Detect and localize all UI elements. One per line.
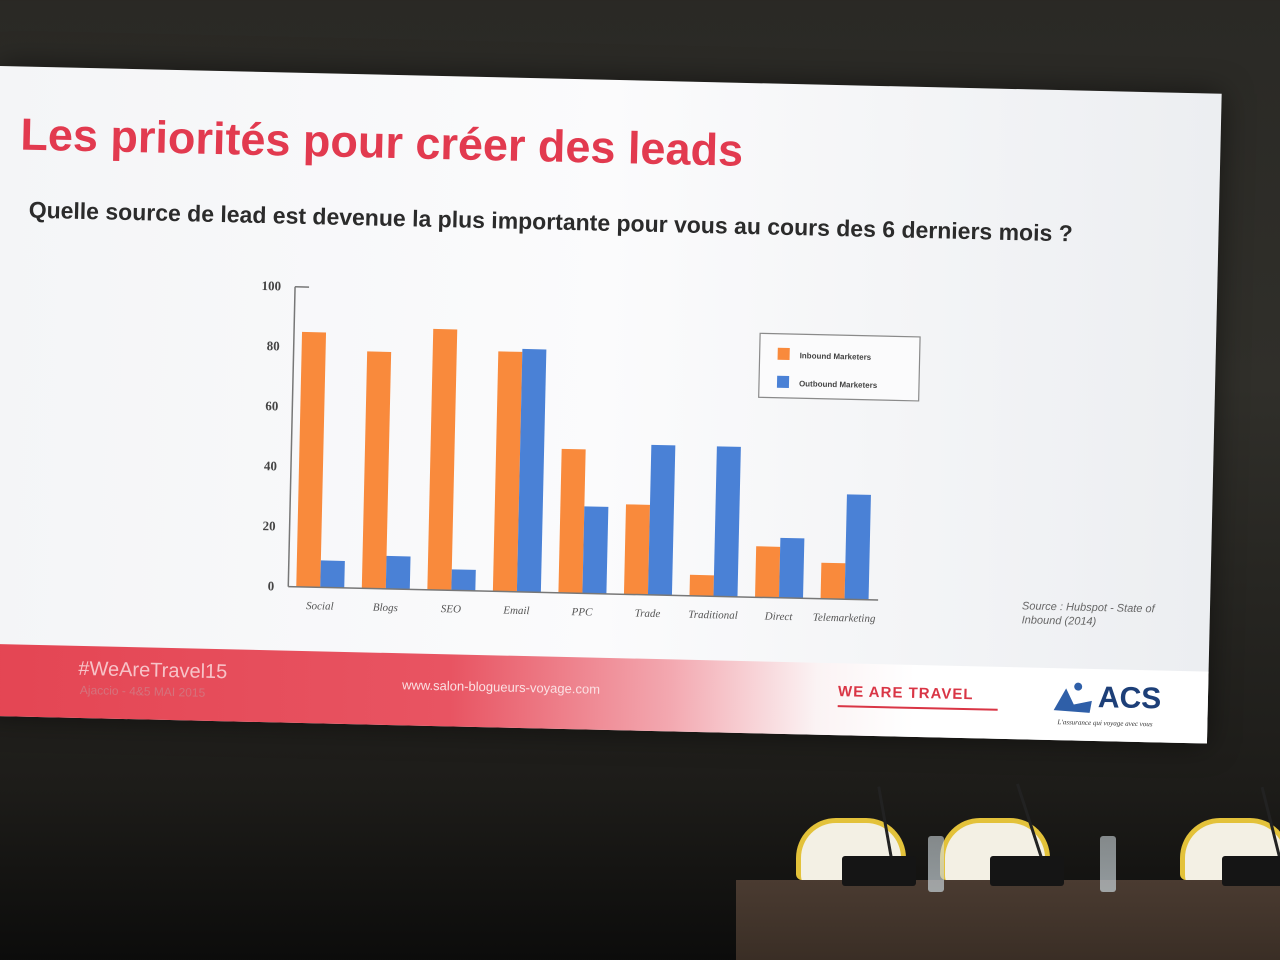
inbound-bar: [820, 562, 846, 600]
outbound-bar: [713, 446, 741, 597]
microphone-base: [842, 856, 916, 886]
outbound-bar: [779, 537, 805, 599]
inbound-bar: [755, 546, 781, 598]
inbound-bar: [427, 328, 458, 591]
acs-tagline: L'assurance qui voyage avec vous: [1057, 718, 1153, 729]
logo-underline-arrow: [837, 705, 998, 711]
inbound-bar: [558, 448, 586, 594]
slide-title: Les priorités pour créer des leads: [19, 108, 744, 176]
x-tick-label: Trade: [635, 608, 661, 621]
event-url: www.salon-blogueurs-voyage.com: [401, 677, 601, 697]
outbound-bar: [647, 444, 676, 596]
y-tick-label: 40: [264, 458, 277, 473]
x-tick-label: Telemarketing: [813, 612, 876, 625]
outbound-bar: [385, 555, 411, 590]
outbound-bar: [320, 560, 345, 588]
microphone-base: [990, 856, 1064, 886]
y-axis-line: [287, 286, 296, 587]
inbound-bar: [492, 351, 523, 592]
legend-label: Inbound Marketers: [800, 351, 872, 362]
outbound-bar: [582, 506, 609, 594]
y-tick-label: 60: [265, 398, 278, 413]
slide-question: Quelle source de lead est devenue la plu…: [28, 196, 1074, 247]
y-tick-label: 100: [261, 278, 281, 293]
inbound-bar: [689, 574, 714, 597]
x-tick-label: Direct: [764, 610, 794, 623]
legend-swatch: [777, 347, 790, 360]
y-tick-label: 20: [262, 518, 275, 533]
x-tick-label: Media: [304, 614, 334, 627]
y-tick-label: 80: [267, 338, 280, 353]
outbound-bar: [516, 348, 547, 593]
we-are-travel-logo: WE ARE TRAVEL: [837, 683, 974, 704]
x-tick-label: Blogs: [373, 602, 398, 615]
acs-logo: ACS: [1097, 681, 1162, 716]
x-axis-line: [288, 585, 879, 601]
x-tick-label: Mail: [767, 625, 789, 628]
x-tick-label: SEO: [441, 603, 461, 615]
legend-swatch: [776, 375, 790, 388]
y-tick-label: 0: [268, 578, 275, 593]
water-glass: [928, 836, 944, 892]
microphone-base: [1222, 856, 1280, 886]
water-glass: [1100, 836, 1116, 892]
x-tick-label: Advertising: [686, 623, 738, 627]
outbound-bar: [844, 494, 871, 600]
inbound-bar: [361, 351, 392, 589]
legend-label: Outbound Marketers: [799, 379, 878, 390]
event-place-date: Ajaccio - 4&5 MAI 2015: [79, 682, 206, 700]
legend-box: [758, 332, 921, 402]
projection-screen: Les priorités pour créer des leads Quell…: [0, 66, 1222, 744]
x-tick-label: Marketing: [492, 618, 540, 627]
inbound-bar: [623, 504, 650, 595]
x-tick-label: Shows: [633, 622, 661, 628]
panel-table: [736, 880, 1280, 960]
slide-footer: #WeAreTravel15 Ajaccio - 4&5 MAI 2015 ww…: [0, 643, 1209, 744]
event-hashtag: #WeAreTravel15: [78, 657, 228, 684]
chart-source: Source : Hubspot - State of Inbound (201…: [1021, 600, 1155, 629]
acs-figure-icon: [1053, 682, 1092, 713]
x-tick-label: PPC: [570, 606, 593, 619]
x-tick-label: Social: [306, 600, 334, 613]
x-tick-label: Email: [502, 605, 530, 618]
outbound-bar: [451, 569, 476, 591]
x-tick-label: Traditional: [688, 609, 738, 622]
inbound-bar: [296, 331, 327, 588]
